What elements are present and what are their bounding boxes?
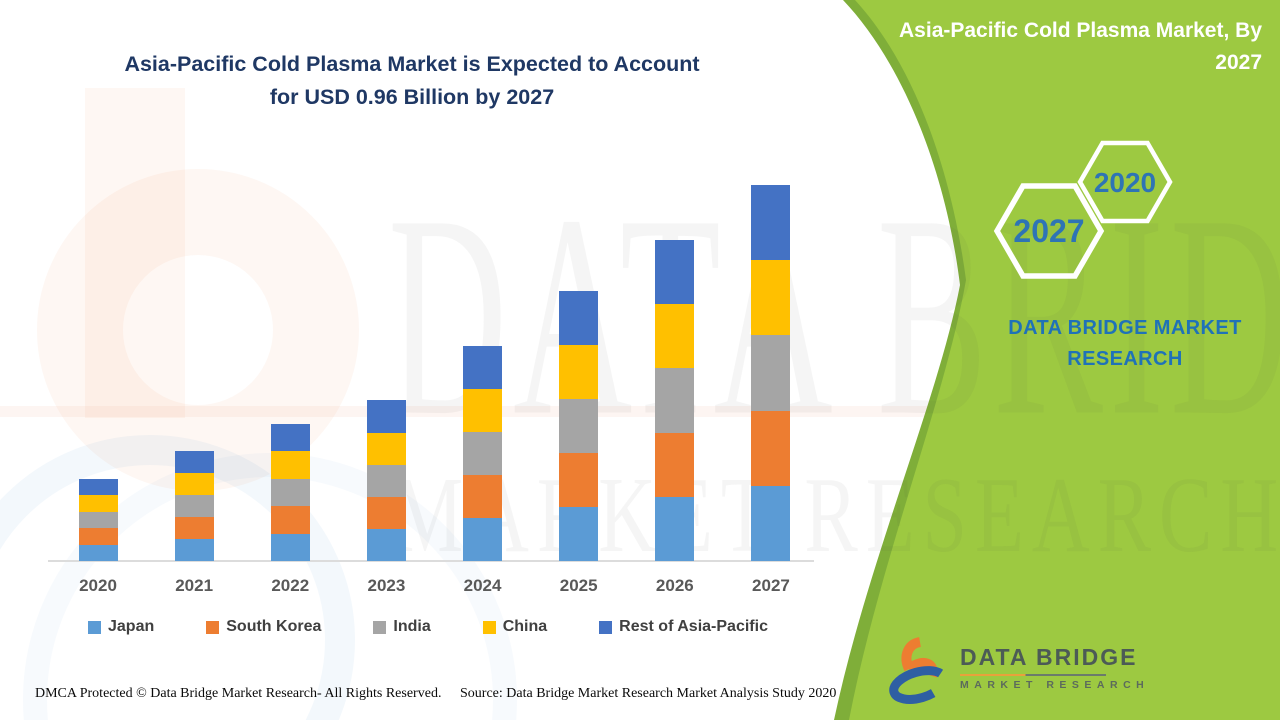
bar-segment-2024-india bbox=[463, 431, 503, 475]
bar-segment-2027-rest-of-asia-pacific bbox=[751, 184, 791, 261]
legend-marker-icon bbox=[373, 620, 387, 634]
x-axis-label-2020: 2020 bbox=[79, 576, 117, 595]
bar-segment-2021-rest-of-asia-pacific bbox=[174, 451, 214, 474]
bar-segment-2026-china bbox=[655, 304, 695, 369]
dbmr-logo-icon bbox=[889, 637, 949, 704]
x-axis-label-2026: 2026 bbox=[655, 576, 694, 595]
bar-segment-2022-india bbox=[270, 478, 310, 507]
hexagon-2027 bbox=[993, 183, 1105, 279]
bar-segment-2020-south-korea bbox=[78, 528, 118, 545]
panel-title-line1: Asia-Pacific Cold Plasma Market, By bbox=[899, 19, 1262, 42]
bar-segment-2023-china bbox=[366, 432, 406, 465]
bar-segment-2024-japan bbox=[463, 517, 503, 561]
brand-name: DATA BRIDGE MARKET RESEARCH bbox=[1008, 317, 1242, 370]
bar-segment-2024-rest-of-asia-pacific bbox=[463, 345, 503, 389]
chart-title-line1: Asia-Pacific Cold Plasma Market is Expec… bbox=[124, 52, 700, 76]
hexagon-2020-label: 2020 bbox=[1094, 167, 1156, 198]
bar-segment-2027-japan bbox=[751, 485, 791, 561]
bar-segment-2025-china bbox=[559, 344, 599, 399]
legend-marker-icon bbox=[599, 620, 613, 634]
bar-segment-2022-south-korea bbox=[270, 506, 310, 534]
logo-title: DATA BRIDGE bbox=[960, 644, 1138, 670]
legend-label: China bbox=[502, 618, 548, 635]
panel-title-line2: 2027 bbox=[1215, 51, 1262, 74]
bar-segment-2020-japan bbox=[78, 544, 118, 561]
chart-legend: Japan South Korea India China Rest of Asia-P… bbox=[88, 618, 768, 636]
legend-item-china: China bbox=[482, 618, 548, 636]
x-axis-label-2022: 2022 bbox=[271, 576, 310, 595]
bar-segment-2022-rest-of-asia-pacific bbox=[270, 423, 310, 452]
legend-marker-icon bbox=[88, 620, 101, 634]
bar-segment-2025-south-korea bbox=[559, 452, 599, 507]
bar-segment-2021-south-korea bbox=[174, 517, 214, 540]
bar-segment-2026-japan bbox=[655, 496, 695, 561]
hexagon-2027-label: 2027 bbox=[1013, 213, 1084, 249]
chart-title: Asia-Pacific Cold Plasma Market is Expec… bbox=[78, 48, 746, 114]
bar-segment-2026-rest-of-asia-pacific bbox=[655, 239, 695, 305]
legend-label: South Korea bbox=[226, 618, 322, 635]
x-axis-line bbox=[48, 560, 814, 562]
bar-segment-2021-china bbox=[174, 473, 214, 496]
x-axis-label-2024: 2024 bbox=[463, 576, 502, 595]
bar-segment-2026-india bbox=[655, 368, 695, 433]
legend-item-india: India bbox=[373, 618, 431, 636]
watermark-logo-bowl bbox=[37, 169, 359, 491]
watermark-swoosh-icon bbox=[0, 435, 355, 720]
bar-segment-2024-south-korea bbox=[463, 474, 503, 518]
bar-segment-2026-south-korea bbox=[655, 432, 695, 497]
watermark-logo-stem bbox=[85, 88, 185, 418]
x-axis-label-2025: 2025 bbox=[559, 576, 598, 595]
copyright-text: DMCA Protected © Data Bridge Market Rese… bbox=[35, 686, 442, 701]
bar-segment-2023-india bbox=[366, 464, 406, 497]
bar-segment-2021-india bbox=[174, 495, 214, 518]
logo-swoosh bbox=[889, 666, 949, 704]
legend-marker-icon bbox=[482, 620, 496, 634]
legend-marker-icon bbox=[206, 620, 220, 634]
bar-segment-2027-south-korea bbox=[751, 410, 791, 486]
bar-segment-2020-china bbox=[78, 495, 118, 512]
bar-segment-2023-rest-of-asia-pacific bbox=[366, 400, 406, 433]
bar-segment-2020-rest-of-asia-pacific bbox=[78, 478, 118, 496]
legend-label: Japan bbox=[108, 618, 155, 635]
logo-subtitle: MARKET RESEARCH bbox=[960, 679, 1150, 691]
panel-title: Asia-Pacific Cold Plasma Market, By 2027 bbox=[882, 15, 1262, 79]
bar-segment-2027-china bbox=[751, 260, 791, 336]
x-axis-label-2021: 2021 bbox=[175, 576, 214, 595]
logo-text: DATA BRIDGE MARKET RESEARCH bbox=[960, 636, 1149, 691]
bar-segment-2023-japan bbox=[366, 528, 406, 561]
bar-segment-2025-japan bbox=[559, 506, 599, 561]
legend-label: India bbox=[393, 618, 431, 635]
legend-item-south-korea: South Korea bbox=[206, 618, 321, 636]
legend-item-rest-of-asia-pacific: Rest of Asia-Pacific bbox=[599, 618, 768, 636]
legend-item-japan: Japan bbox=[88, 618, 154, 636]
bar-segment-2020-india bbox=[78, 511, 118, 529]
bar-segment-2027-india bbox=[751, 335, 791, 411]
x-axis-label-2027: 2027 bbox=[752, 576, 790, 595]
dbmr-logo: DATA BRIDGE MARKET RESEARCH bbox=[886, 636, 1149, 704]
bar-segment-2023-south-korea bbox=[366, 496, 406, 529]
source-text: Source: Data Bridge Market Research Mark… bbox=[460, 686, 837, 701]
bar-segment-2021-japan bbox=[174, 539, 214, 561]
logo-divider bbox=[960, 674, 1106, 676]
watermark-swoosh2-icon bbox=[23, 453, 517, 720]
x-axis-label-2023: 2023 bbox=[367, 576, 406, 595]
bar-segment-2025-rest-of-asia-pacific bbox=[559, 290, 599, 345]
chart-title-line2: for USD 0.96 Billion by 2027 bbox=[269, 85, 555, 109]
bar-segment-2022-china bbox=[270, 451, 310, 479]
legend-label: Rest of Asia-Pacific bbox=[619, 618, 768, 635]
bar-segment-2024-china bbox=[463, 388, 503, 432]
hexagon-2020 bbox=[1077, 140, 1173, 224]
bar-segment-2022-japan bbox=[270, 533, 310, 561]
bar-segment-2025-india bbox=[559, 398, 599, 453]
